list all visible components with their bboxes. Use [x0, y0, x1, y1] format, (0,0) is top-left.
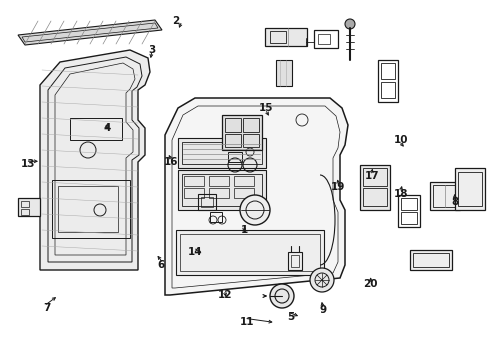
Text: 2: 2: [172, 16, 179, 26]
Bar: [234, 176, 253, 186]
Circle shape: [240, 195, 269, 225]
Bar: [454, 168, 484, 210]
Text: 17: 17: [364, 171, 378, 181]
Bar: [362, 168, 386, 186]
Polygon shape: [18, 20, 162, 45]
Bar: [243, 134, 259, 147]
Bar: [58, 186, 118, 232]
Bar: [275, 60, 291, 86]
Bar: [269, 31, 285, 43]
Bar: [377, 60, 397, 102]
Bar: [397, 195, 419, 227]
Bar: [264, 28, 306, 46]
Bar: [400, 198, 416, 210]
Bar: [429, 182, 459, 210]
Bar: [70, 118, 122, 140]
Text: 10: 10: [393, 135, 407, 145]
Bar: [52, 180, 130, 238]
Bar: [380, 63, 394, 79]
Bar: [432, 185, 456, 207]
Bar: [176, 230, 324, 275]
Bar: [222, 115, 262, 150]
Bar: [400, 212, 416, 224]
Bar: [209, 212, 222, 222]
Bar: [21, 201, 29, 207]
Polygon shape: [164, 98, 347, 295]
Bar: [234, 188, 253, 198]
Text: 8: 8: [450, 197, 457, 207]
Bar: [182, 142, 262, 164]
Bar: [208, 176, 228, 186]
Text: 5: 5: [287, 312, 294, 322]
Bar: [412, 253, 448, 267]
Circle shape: [309, 268, 333, 292]
Bar: [409, 250, 451, 270]
Text: 19: 19: [330, 182, 345, 192]
Text: 7: 7: [42, 303, 50, 313]
Bar: [183, 176, 203, 186]
Bar: [201, 197, 213, 207]
Bar: [18, 198, 40, 216]
Text: 12: 12: [217, 290, 232, 300]
Bar: [457, 172, 481, 206]
Text: 20: 20: [363, 279, 377, 289]
Bar: [243, 118, 259, 132]
Bar: [224, 118, 241, 132]
Bar: [290, 255, 298, 267]
Bar: [178, 170, 265, 210]
Text: 13: 13: [21, 159, 36, 169]
Text: 18: 18: [393, 189, 407, 199]
Bar: [21, 209, 29, 215]
Text: 9: 9: [319, 305, 325, 315]
Circle shape: [345, 19, 354, 29]
Text: 16: 16: [163, 157, 178, 167]
Bar: [380, 82, 394, 98]
Bar: [313, 30, 337, 48]
Bar: [317, 34, 329, 44]
Text: 6: 6: [158, 260, 164, 270]
Bar: [178, 138, 265, 168]
Text: 14: 14: [188, 247, 203, 257]
Bar: [183, 188, 203, 198]
Circle shape: [269, 284, 293, 308]
Text: 4: 4: [103, 123, 111, 133]
Bar: [198, 194, 216, 210]
Bar: [287, 252, 302, 270]
Bar: [227, 152, 242, 162]
Text: 3: 3: [148, 45, 155, 55]
Bar: [362, 188, 386, 206]
Text: 1: 1: [241, 225, 247, 235]
Bar: [182, 174, 262, 206]
Text: 15: 15: [259, 103, 273, 113]
Polygon shape: [40, 50, 150, 270]
Bar: [359, 165, 389, 210]
Bar: [208, 188, 228, 198]
Bar: [180, 234, 319, 271]
Bar: [224, 134, 241, 147]
Text: 11: 11: [239, 317, 254, 327]
